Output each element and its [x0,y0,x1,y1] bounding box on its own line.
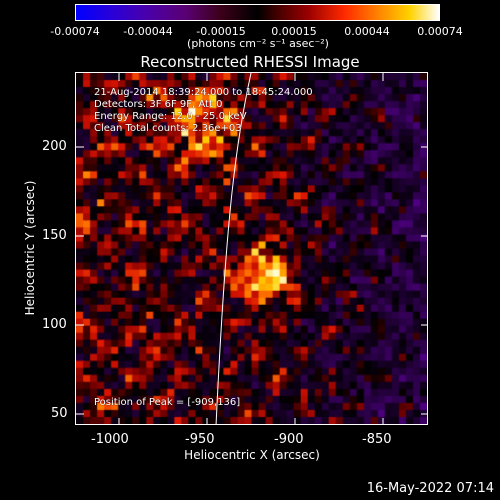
heatmap-image [76,73,427,424]
colorbar-tick-label: -0.00044 [123,25,173,38]
y-tick-label: 50 [51,406,68,421]
x-tick-label: -850 [362,432,392,447]
info-energy-range: Energy Range: 12.0 - 25.0 keV [94,111,247,122]
image-plot-area [75,72,428,425]
solar-limb-line [215,73,252,424]
x-tick-label: -1000 [91,432,129,447]
colorbar-unit-label: (photons cm⁻² s⁻¹ asec⁻²) [187,37,329,50]
colorbar-gradient [76,5,439,20]
colorbar-tick-label: 0.00074 [417,25,463,38]
x-tick-label: -950 [185,432,215,447]
y-tick-label: 100 [42,317,67,332]
colorbar-tick-label: 0.00044 [344,25,390,38]
colorbar-tick-label: 0.00015 [271,25,317,38]
timestamp: 16-May-2022 07:14 [366,481,494,496]
info-time-range: 21-Aug-2014 18:39:24.000 to 18:45:24.000 [94,87,313,98]
colorbar-tick-label: -0.00015 [196,25,246,38]
info-peak-position: Position of Peak = [-909,136] [94,397,241,408]
y-tick-label: 150 [42,228,67,243]
info-detectors: Detectors: 3F 6F 9F, Att 0 [94,99,223,110]
y-axis-label: Heliocentric Y (arcsec) [23,180,37,316]
info-clean-counts: Clean Total counts: 2.36e+03 [94,123,242,134]
plot-title: Reconstructed RHESSI Image [140,53,360,71]
colorbar-tick-label: -0.00074 [50,25,100,38]
colorbar [75,4,440,21]
x-axis-label: Heliocentric X (arcsec) [184,448,320,462]
x-tick-label: -900 [274,432,304,447]
y-tick-label: 200 [42,139,67,154]
limb-overlay [76,73,427,424]
